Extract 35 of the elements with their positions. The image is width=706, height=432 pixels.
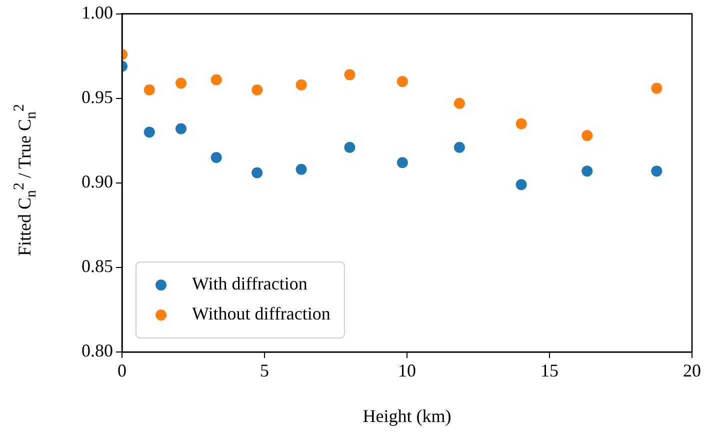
point (144, 84, 155, 96)
x-tick-label: 20 (683, 360, 701, 381)
y-tick-label: 0.90 (82, 172, 113, 192)
point (210, 152, 222, 164)
point (454, 142, 465, 153)
point (344, 142, 356, 153)
point (296, 79, 307, 90)
y-tick-label: 0.85 (82, 256, 113, 276)
point (651, 82, 662, 94)
point (344, 69, 356, 80)
point (296, 164, 307, 175)
legend-label: With diffraction (192, 274, 308, 294)
point (516, 179, 527, 190)
point (144, 126, 155, 138)
point (175, 78, 186, 89)
point (252, 167, 263, 178)
legend-label: Without diffraction (192, 304, 330, 324)
x-axis-title: Height (km) (362, 406, 452, 426)
y-tick-label: 1.00 (82, 2, 113, 23)
y-tick-label: 0.95 (82, 87, 113, 108)
point (210, 74, 222, 86)
point (582, 166, 593, 177)
point (175, 123, 186, 134)
point (454, 98, 465, 109)
x-tick-label: 15 (540, 360, 558, 381)
point (252, 84, 263, 96)
point (396, 157, 408, 168)
point (651, 166, 662, 177)
point (516, 118, 527, 130)
x-tick-label: 0 (118, 360, 126, 381)
point (396, 76, 408, 87)
y-tick-label: 0.80 (82, 340, 113, 361)
point (582, 130, 593, 142)
x-tick-label: 5 (260, 360, 269, 381)
x-tick-label: 10 (398, 360, 416, 381)
